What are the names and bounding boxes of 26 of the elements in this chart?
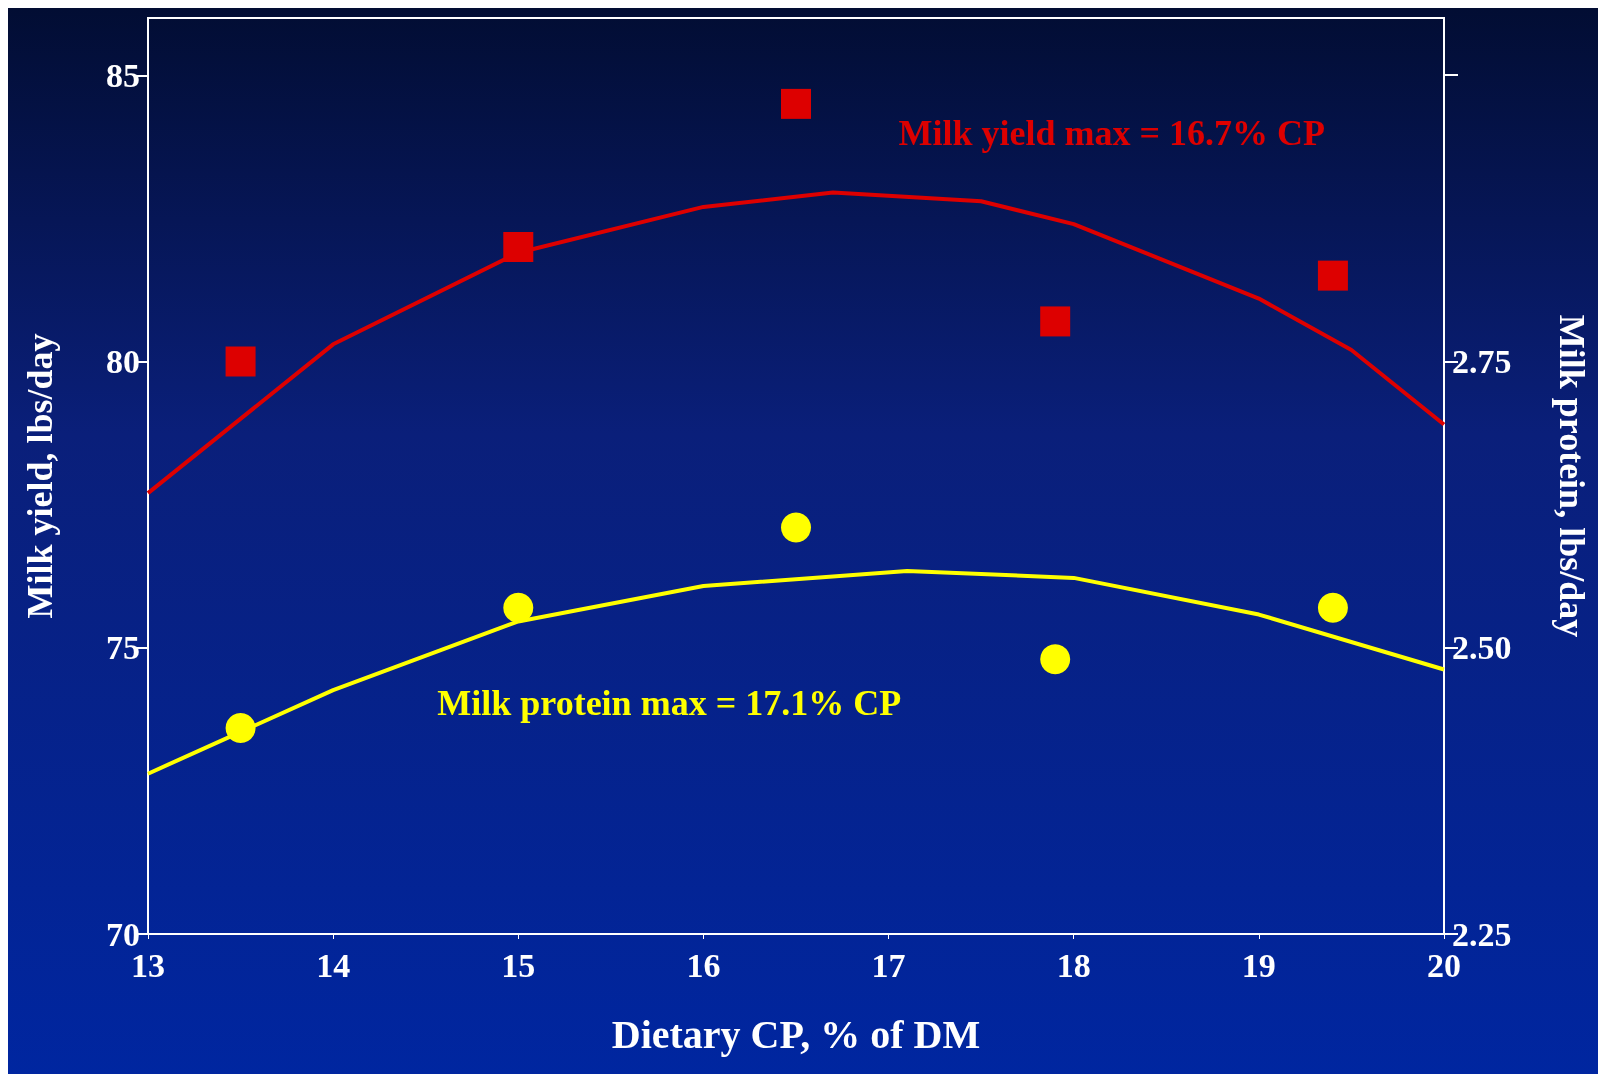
x-axis-title: Dietary CP, % of DM bbox=[611, 1011, 981, 1057]
line-series bbox=[146, 569, 1446, 776]
annotation: Milk protein max = 17.1% CP bbox=[437, 682, 902, 723]
y2-tick-label: 2.75 bbox=[1452, 343, 1512, 380]
point bbox=[1040, 644, 1071, 675]
y2-tick-label: 2.50 bbox=[1452, 629, 1512, 667]
y-tick-label: 75 bbox=[106, 629, 140, 667]
point bbox=[1317, 592, 1348, 623]
y-axis-title: Milk yield, lbs/day bbox=[20, 333, 60, 619]
point bbox=[781, 88, 811, 119]
annotation: Milk yield max = 16.7% CP bbox=[898, 112, 1325, 153]
x-tick-label: 14 bbox=[316, 946, 351, 984]
line-series bbox=[146, 190, 1446, 496]
point bbox=[1317, 260, 1348, 291]
point bbox=[781, 512, 811, 543]
x-tick-label: 19 bbox=[1241, 946, 1276, 984]
y-tick-label: 85 bbox=[106, 56, 140, 94]
y-tick-label: 80 bbox=[106, 343, 140, 380]
point bbox=[225, 346, 256, 377]
point bbox=[503, 592, 534, 623]
x-tick-label: 16 bbox=[686, 946, 721, 984]
x-tick-label: 15 bbox=[501, 946, 536, 984]
x-tick-label: 17 bbox=[871, 946, 906, 984]
y2-axis-title: Milk protein, lbs/day bbox=[1552, 314, 1592, 638]
point bbox=[1040, 306, 1071, 337]
x-tick-label: 18 bbox=[1056, 946, 1091, 984]
